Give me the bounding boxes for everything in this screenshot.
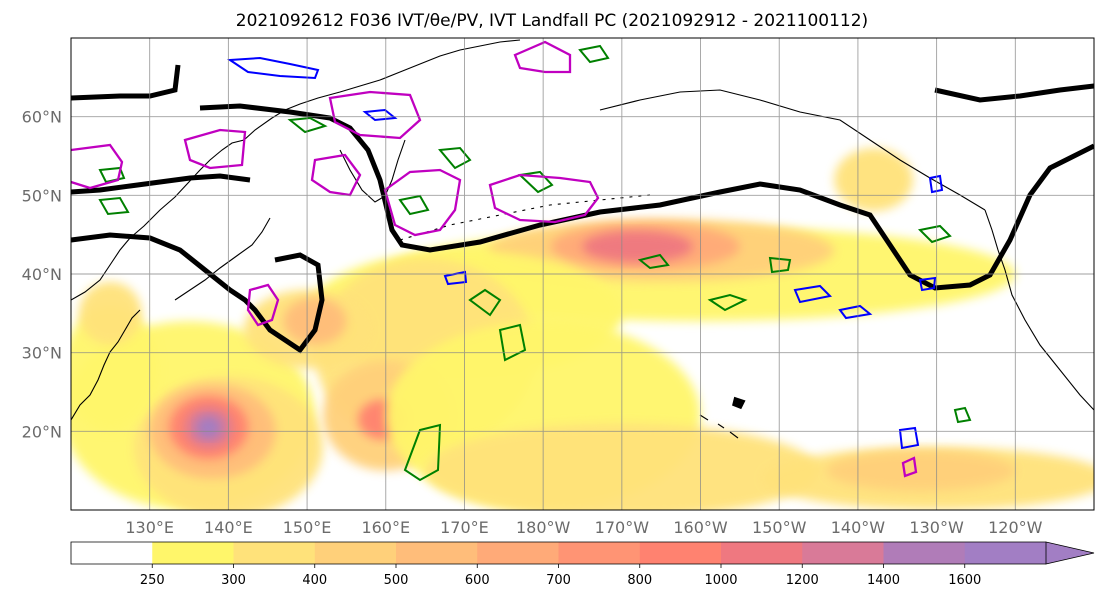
x-tick-label: 170°E xyxy=(440,518,489,537)
china-coastline xyxy=(71,309,141,421)
colorbar-segment xyxy=(152,542,234,564)
x-tick-label: 170°W xyxy=(595,518,650,537)
kamchatka-coastline xyxy=(339,139,406,203)
x-tick-label: 150°E xyxy=(283,518,332,537)
colorbar-tick-label: 700 xyxy=(546,573,571,588)
x-tick-label: 120°W xyxy=(988,518,1043,537)
x-tick-label: 160°W xyxy=(673,518,728,537)
colorbar: 250 300 400 500 600 700 800 1000 1200 1400 1600 xyxy=(70,541,1095,588)
y-tick-label: 60°N xyxy=(22,108,62,127)
map-panel: 130°E 140°E 150°E 160°E 170°E 180°W 170°W 160°W… xyxy=(22,37,1095,537)
colorbar-tick-label: 500 xyxy=(384,573,409,588)
x-tick-label: 160°E xyxy=(361,518,410,537)
x-tick-labels: 130°E 140°E 150°E 160°E 170°E 180°W 170°W 160°W… xyxy=(125,518,1042,537)
hawaii-islands xyxy=(699,414,739,439)
colorbar-segment xyxy=(71,542,153,564)
colorbar-tick-label: 800 xyxy=(627,573,652,588)
colorbar-segment xyxy=(233,542,316,564)
x-tick-label: 140°E xyxy=(204,518,253,537)
y-tick-label: 50°N xyxy=(22,186,62,205)
colorbar-segment xyxy=(558,542,641,564)
map-frame xyxy=(70,37,1095,511)
colorbar-tick-label: 600 xyxy=(465,573,490,588)
colorbar-extend-arrow xyxy=(1045,541,1095,565)
coastlines xyxy=(71,39,1094,439)
colorbar-tick-label: 250 xyxy=(140,573,165,588)
x-tick-label: 150°W xyxy=(752,518,807,537)
ivt-blue-contours xyxy=(226,56,944,450)
colorbar-tick-label: 1600 xyxy=(948,573,981,588)
ivt-contour-region xyxy=(78,281,142,345)
colorbar-tick-label: 300 xyxy=(221,573,246,588)
ivt-contour-region xyxy=(582,230,693,263)
pv-theta-contours xyxy=(71,40,1094,482)
x-tick-label: 130°W xyxy=(909,518,964,537)
alaska-coastline xyxy=(599,89,986,211)
ivt-contour-region xyxy=(826,450,1016,492)
aleutian-islands xyxy=(399,194,651,241)
colorbar-segment xyxy=(314,542,397,564)
pv-contour-alaska xyxy=(934,83,1094,103)
y-tick-label: 20°N xyxy=(22,422,62,441)
colorbar-segment xyxy=(639,542,722,564)
ivt-contour-region xyxy=(196,416,222,439)
x-tick-label: 180°W xyxy=(516,518,571,537)
asia-coastline xyxy=(71,39,521,301)
colorbar-tick-label: 1200 xyxy=(786,573,819,588)
pv-contour-west xyxy=(71,173,325,354)
colorbar-tick-label: 1000 xyxy=(704,573,737,588)
x-tick-label: 130°E xyxy=(125,518,174,537)
colorbar-segment xyxy=(477,542,559,564)
y-tick-label: 30°N xyxy=(22,344,62,363)
colorbar-tick-label: 400 xyxy=(302,573,327,588)
colorbar-segment xyxy=(802,542,884,564)
colorbar-segment xyxy=(883,542,966,564)
colorbar-segment xyxy=(721,542,803,564)
y-tick-labels: 20°N 30°N 40°N 50°N 60°N xyxy=(22,108,62,442)
japan-coastline xyxy=(174,217,271,301)
y-tick-label: 40°N xyxy=(22,265,62,284)
colorbar-segment xyxy=(396,542,478,564)
theta-contours xyxy=(98,44,972,482)
chart-title: 2021092612 F036 IVT/θe/PV, IVT Landfall … xyxy=(236,11,868,31)
colorbar-segment xyxy=(964,542,1047,564)
x-tick-label: 140°W xyxy=(831,518,886,537)
graticule xyxy=(71,38,1094,510)
north-america-coastline xyxy=(984,209,1094,411)
ivt-contour-region xyxy=(834,148,914,212)
pv-contour-hawaii-blob xyxy=(732,396,746,410)
colorbar-tick-label: 1400 xyxy=(867,573,900,588)
